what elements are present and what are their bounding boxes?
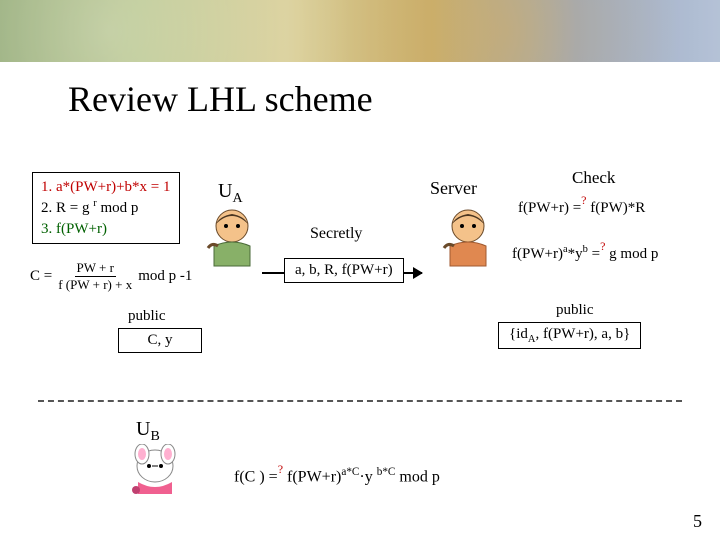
decorative-header (0, 0, 720, 62)
server-icon (440, 206, 496, 268)
secretly-label: Secretly (310, 225, 362, 243)
step-3: 3. f(PW+r) (41, 219, 171, 239)
public-left-label: public (128, 308, 166, 325)
check-equation-1: f(PW+r) =? f(PW)*R (518, 200, 645, 217)
server-label: Server (430, 178, 477, 199)
user-b-label: UB (136, 418, 160, 445)
step-1: 1. a*(PW+r)+b*x = 1 (41, 177, 171, 197)
bottom-equation: f(C ) =? f(PW+r)a*C·y b*C mod p (234, 466, 440, 486)
user-a-icon (204, 206, 260, 268)
formula-c: C = PW + r f (PW + r) + x mod p -1 (30, 260, 192, 293)
question-mark-icon: ? (581, 193, 586, 207)
public-left-box: C, y (118, 328, 202, 353)
user-b-icon (130, 444, 180, 496)
section-divider (38, 400, 682, 402)
page-title: Review LHL scheme (68, 78, 373, 120)
check-label: Check (572, 168, 615, 188)
check-equation-2: f(PW+r)a*yb =? g mod p (512, 244, 658, 263)
step-2: 2. R = g r mod p (41, 197, 171, 218)
user-a-label: UA (218, 180, 243, 207)
public-right-box: {idA, f(PW+r), a, b} (498, 322, 641, 349)
question-mark-icon: ? (600, 239, 605, 253)
steps-box: 1. a*(PW+r)+b*x = 1 2. R = g r mod p 3. … (32, 172, 180, 244)
question-mark-icon: ? (278, 462, 283, 476)
page-number: 5 (693, 511, 702, 532)
fraction: PW + r f (PW + r) + x (56, 260, 134, 293)
message-box: a, b, R, f(PW+r) (284, 258, 404, 283)
public-right-label: public (556, 302, 594, 319)
